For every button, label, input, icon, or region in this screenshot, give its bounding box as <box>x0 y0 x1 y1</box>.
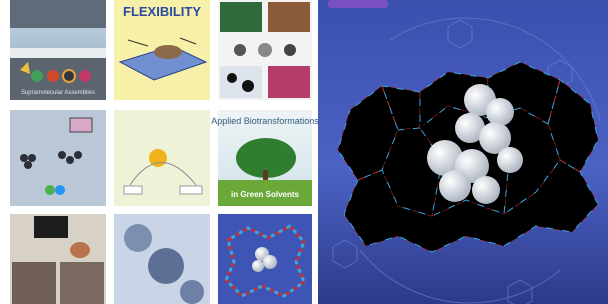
feature-image <box>318 0 608 304</box>
cover-subtitle: in Green Solvents <box>231 190 300 199</box>
cover-caption: Supramolecular Assemblies <box>21 90 95 96</box>
collage: Supramolecular Assemblies FLEXIBILITY Ap… <box>0 0 608 304</box>
cover-nanostructures <box>218 0 312 100</box>
cover-supramolecular: Supramolecular Assemblies <box>10 0 106 100</box>
cover-biomaterials <box>10 214 106 304</box>
cover-framework-thumb <box>218 214 312 304</box>
cover-gears <box>114 214 210 304</box>
cover-flexibility: FLEXIBILITY <box>114 0 210 100</box>
page: Supramolecular Assemblies FLEXIBILITY Ap… <box>0 0 608 304</box>
cover-title: FLEXIBILITY <box>123 4 201 19</box>
cover-enzyme <box>114 110 210 206</box>
cover-title: Applied Biotransformations <box>211 116 319 126</box>
cover-biotransformations: Applied Biotransformations in Green Solv… <box>211 110 319 206</box>
cover-catalysis <box>10 110 106 206</box>
cover-title-line: Applied Biotransformations <box>211 116 319 126</box>
